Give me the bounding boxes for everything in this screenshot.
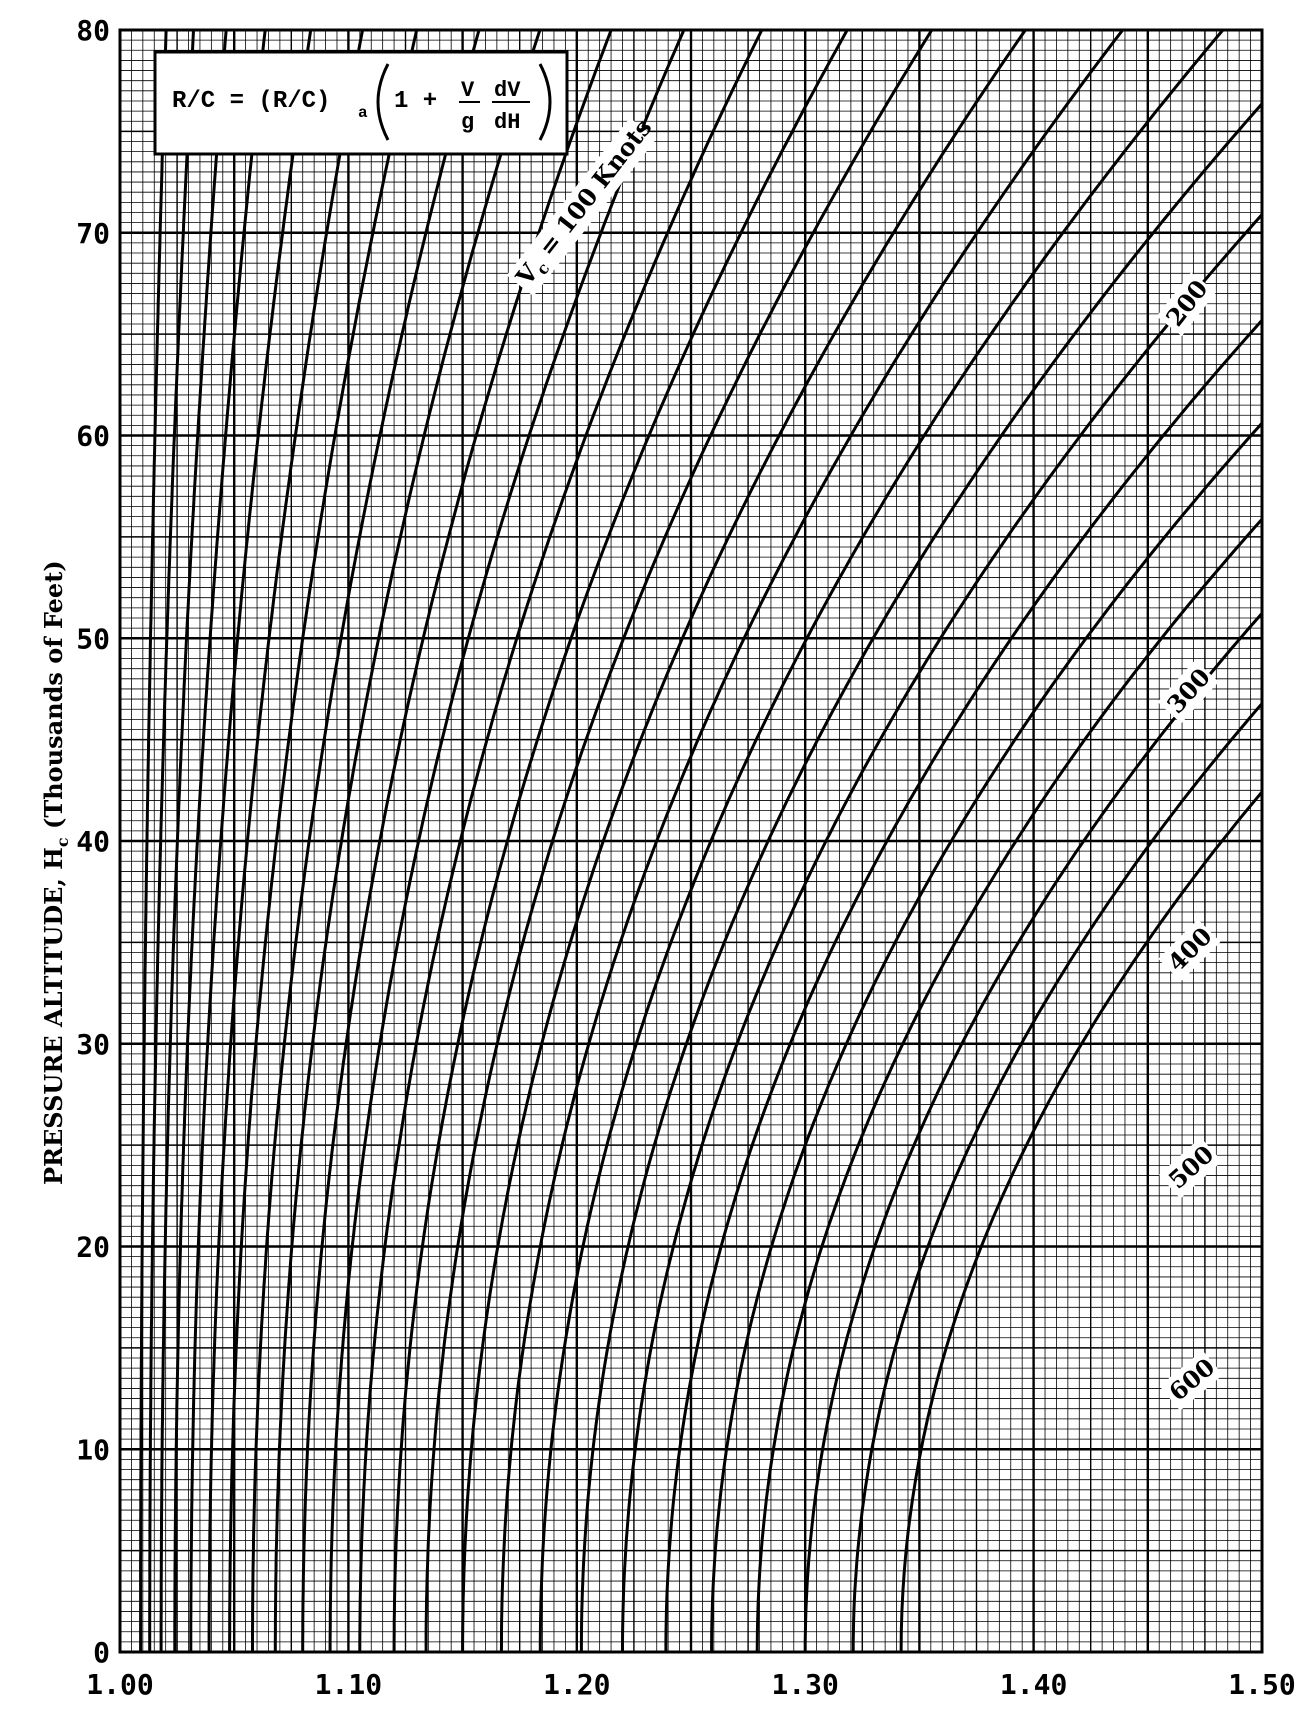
y-axis-label: PRESSURE ALTITUDE, H [39, 847, 68, 1185]
y-tick-label: 0 [93, 1636, 110, 1669]
curve-425-knots [424, 29, 934, 1652]
curve-600-knots [710, 422, 1264, 1652]
formula-dh: dH [494, 110, 520, 135]
x-tick-label: 1.10 [315, 1668, 382, 1701]
curve-label-400-backing [1158, 919, 1221, 982]
curve-250-knots [228, 29, 419, 1652]
svg-text:PRESSURE ALTITUDE, Hc (Thousa: PRESSURE ALTITUDE, Hc (Thousands of Feet… [39, 560, 72, 1185]
curve-275-knots [251, 29, 481, 1652]
x-tick-label: 1.50 [1228, 1668, 1295, 1701]
curve-100-knots [139, 29, 168, 1652]
x-tick-label: 1.00 [86, 1668, 153, 1701]
curve-375-knots [358, 29, 764, 1652]
plot-frame [118, 28, 1264, 1654]
curve-350-knots [328, 29, 686, 1652]
curve-325-knots [301, 29, 613, 1652]
y-axis-label-subscript: c [53, 837, 72, 847]
curve-525-knots [579, 102, 1264, 1652]
y-tick-labels: 0 10 20 30 40 50 60 70 80 [76, 14, 110, 1669]
x-tick-label: 1.30 [771, 1668, 838, 1701]
x-tick-label: 1.20 [543, 1668, 610, 1701]
y-tick-label: 10 [76, 1433, 110, 1466]
y-tick-label: 60 [76, 420, 110, 453]
y-tick-label: 50 [76, 622, 110, 655]
curve-label-100-backing [506, 117, 657, 297]
curve-500-knots [538, 29, 1225, 1652]
formula-lhs: R/C = (R/C) [172, 88, 330, 115]
curve-group [139, 29, 1264, 1653]
curve-475-knots [499, 29, 1124, 1653]
formula-dv: dV [494, 78, 521, 103]
formula-subscript: a [358, 104, 368, 122]
y-tick-label: 40 [76, 825, 110, 858]
curve-label-500-backing [1158, 1137, 1222, 1199]
y-axis-title: PRESSURE ALTITUDE, Hc (Thousands of Feet… [39, 560, 72, 1185]
formula-g: g [461, 110, 474, 135]
x-tick-labels: 1.00 1.10 1.20 1.30 1.40 1.50 [86, 1668, 1295, 1701]
curve-650-knots [803, 612, 1264, 1652]
curve-175-knots [173, 29, 267, 1652]
left-paren [376, 63, 390, 141]
curve-625-knots [755, 518, 1264, 1653]
curve-200-knots [189, 29, 313, 1652]
right-paren [538, 63, 552, 141]
x-tick-label: 1.40 [1000, 1668, 1067, 1701]
curve-300-knots [273, 29, 542, 1652]
y-tick-label: 20 [76, 1231, 110, 1264]
curve-125-knots [148, 29, 195, 1652]
curve-675-knots [851, 702, 1264, 1652]
curve-label-300-backing [1157, 660, 1219, 724]
y-tick-label: 70 [76, 217, 110, 250]
curve-150-knots [159, 29, 228, 1652]
curve-label-200-backing [1156, 272, 1217, 337]
curve-labels: Vc = 100 Knots 200 300 400 500 600 [506, 113, 1223, 1411]
formula-box: R/C = (R/C) a 1 + V g dV dH [153, 50, 569, 156]
curve-225-knots [207, 29, 365, 1652]
y-tick-label: 80 [76, 14, 110, 47]
curve-label-600-backing [1159, 1350, 1223, 1411]
curve-550-knots [621, 213, 1264, 1652]
curve-400-knots [392, 29, 849, 1652]
curve-700-knots [899, 790, 1264, 1653]
y-axis-unit: (Thousands of Feet) [39, 560, 68, 829]
curve-575-knots [664, 319, 1264, 1652]
formula-v: V [461, 78, 475, 103]
curve-450-knots [461, 29, 1027, 1652]
formula-one-plus: 1 + [394, 88, 437, 115]
y-tick-label: 30 [76, 1028, 110, 1061]
y-axis-label-spacer [39, 829, 68, 837]
